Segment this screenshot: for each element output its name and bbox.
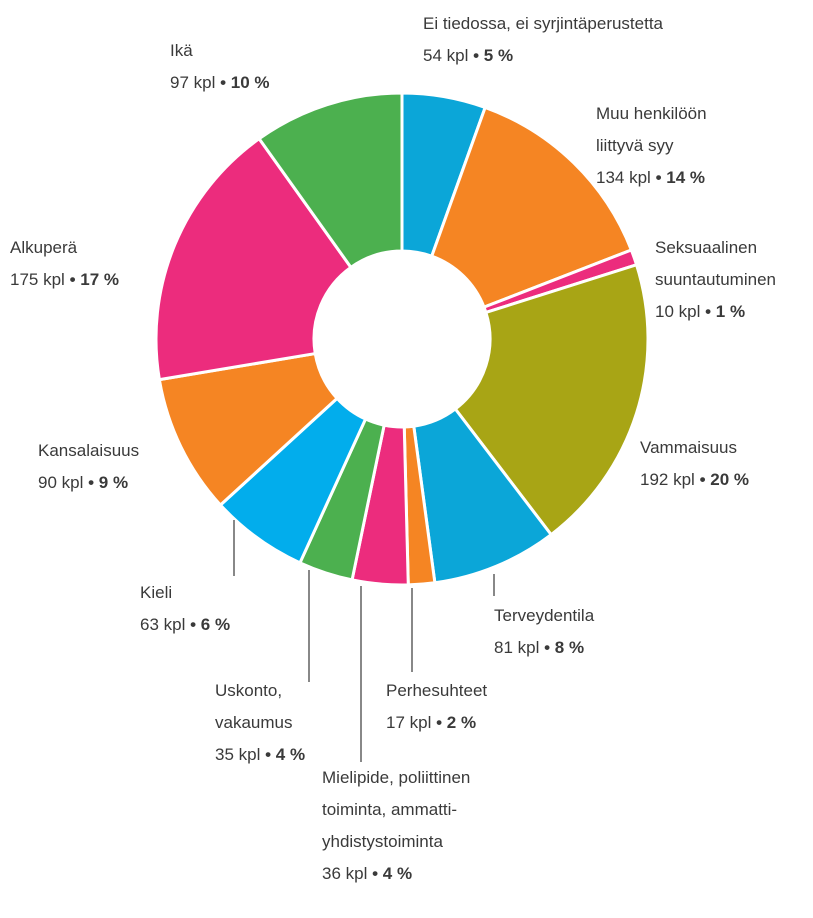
value-label: 90 kpl • 9 %	[38, 473, 128, 492]
count-label: 134 kpl	[596, 168, 651, 187]
count-label: 35 kpl	[215, 745, 260, 764]
share-label: 6 %	[201, 615, 230, 634]
slices	[154, 91, 650, 587]
count-label: 192 kpl	[640, 470, 695, 489]
category-label: toiminta, ammatti-	[322, 800, 457, 819]
leader-lines	[233, 520, 495, 762]
share-label: 10 %	[231, 73, 270, 92]
separator: •	[436, 713, 442, 732]
separator: •	[220, 73, 226, 92]
value-label: 192 kpl • 20 %	[640, 470, 749, 489]
count-label: 17 kpl	[386, 713, 431, 732]
category-label: Terveydentila	[494, 606, 595, 625]
share-label: 8 %	[555, 638, 584, 657]
separator: •	[88, 473, 94, 492]
category-label: Ei tiedossa, ei syrjintäperustetta	[423, 14, 664, 33]
labels: Ei tiedossa, ei syrjintäperustetta 54 kpl…	[10, 14, 776, 883]
separator: •	[70, 270, 76, 289]
separator: •	[544, 638, 550, 657]
category-label: Uskonto,	[215, 681, 282, 700]
count-label: 54 kpl	[423, 46, 468, 65]
count-label: 10 kpl	[655, 302, 700, 321]
category-label: Mielipide, poliittinen	[322, 768, 470, 787]
share-label: 5 %	[484, 46, 513, 65]
count-label: 90 kpl	[38, 473, 83, 492]
count-label: 97 kpl	[170, 73, 215, 92]
value-label: 97 kpl • 10 %	[170, 73, 270, 92]
category-label: Alkuperä	[10, 238, 78, 257]
category-label: vakaumus	[215, 713, 292, 732]
category-label: Kieli	[140, 583, 172, 602]
separator: •	[705, 302, 711, 321]
separator: •	[700, 470, 706, 489]
count-label: 81 kpl	[494, 638, 539, 657]
category-label: yhdistystoiminta	[322, 832, 443, 851]
share-label: 9 %	[99, 473, 128, 492]
value-label: 54 kpl • 5 %	[423, 46, 513, 65]
value-label: 10 kpl • 1 %	[655, 302, 745, 321]
count-label: 175 kpl	[10, 270, 65, 289]
share-label: 2 %	[447, 713, 476, 732]
value-label: 36 kpl • 4 %	[322, 864, 412, 883]
slice	[430, 105, 633, 309]
slice	[257, 91, 404, 269]
share-label: 1 %	[716, 302, 745, 321]
category-label: suuntautuminen	[655, 270, 776, 289]
category-label: Vammaisuus	[640, 438, 737, 457]
value-label: 175 kpl • 17 %	[10, 270, 119, 289]
category-label: Perhesuhteet	[386, 681, 487, 700]
count-label: 63 kpl	[140, 615, 185, 634]
separator: •	[265, 745, 271, 764]
separator: •	[190, 615, 196, 634]
category-label: Ikä	[170, 41, 193, 60]
value-label: 81 kpl • 8 %	[494, 638, 584, 657]
category-label: Muu henkilöön	[596, 104, 707, 123]
share-label: 4 %	[276, 745, 305, 764]
separator: •	[656, 168, 662, 187]
value-label: 35 kpl • 4 %	[215, 745, 305, 764]
slice	[154, 137, 353, 382]
share-label: 14 %	[666, 168, 705, 187]
category-label: liittyvä syy	[596, 136, 674, 155]
value-label: 134 kpl • 14 %	[596, 168, 705, 187]
category-label: Kansalaisuus	[38, 441, 139, 460]
separator: •	[372, 864, 378, 883]
share-label: 17 %	[80, 270, 119, 289]
share-label: 20 %	[710, 470, 749, 489]
separator: •	[473, 46, 479, 65]
category-label: Seksuaalinen	[655, 238, 757, 257]
count-label: 36 kpl	[322, 864, 367, 883]
value-label: 17 kpl • 2 %	[386, 713, 476, 732]
slice	[453, 263, 650, 537]
share-label: 4 %	[383, 864, 412, 883]
value-label: 63 kpl • 6 %	[140, 615, 230, 634]
